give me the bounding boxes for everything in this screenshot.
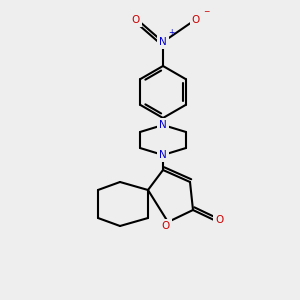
Text: N: N <box>159 120 167 130</box>
Text: N: N <box>159 150 167 160</box>
Text: O: O <box>162 221 170 231</box>
Text: O: O <box>132 15 140 25</box>
Text: O: O <box>192 15 200 25</box>
Text: N: N <box>159 37 167 47</box>
Text: +: + <box>168 28 174 37</box>
Text: −: − <box>203 7 209 16</box>
Text: O: O <box>215 215 223 225</box>
